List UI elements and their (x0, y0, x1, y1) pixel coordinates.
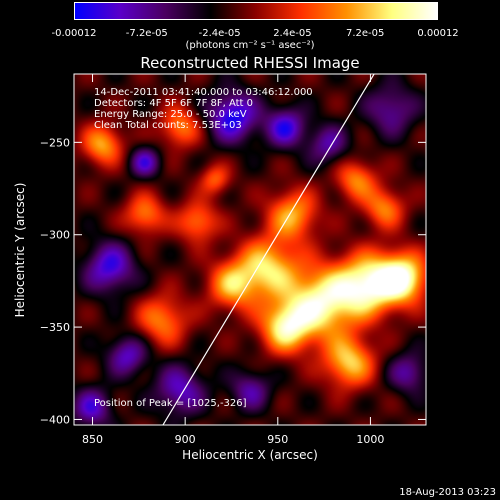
info-energy-range: Energy Range: 25.0 - 50.0 keV (94, 109, 247, 120)
y-axis-label: Heliocentric Y (arcsec) (13, 182, 27, 318)
x-tick-label: 950 (267, 433, 288, 446)
y-tick-label: −300 (40, 229, 70, 242)
peak-position-text: Position of Peak = [1025,-326] (94, 398, 247, 409)
colorbar-tick-label: 0.00012 (417, 28, 459, 39)
colorbar-units: (photons cm⁻² s⁻¹ asec⁻²) (185, 40, 315, 51)
y-tick-label: −400 (40, 413, 70, 426)
x-tick-label: 1000 (356, 433, 384, 446)
x-tick-label: 850 (82, 433, 103, 446)
colorbar-tick-label: 2.4e-05 (273, 28, 312, 39)
colorbar-tick-label: -2.4e-05 (198, 28, 241, 39)
info-detectors: Detectors: 4F 5F 6F 7F 8F, Att 0 (94, 98, 254, 109)
y-tick-label: −250 (40, 136, 70, 149)
plot-timestamp: 18-Aug-2013 03:23 (399, 487, 496, 498)
colorbar-tick-label: -7.2e-05 (125, 28, 168, 39)
colorbar (74, 2, 438, 20)
info-time-range: 14-Dec-2011 03:41:40.000 to 03:46:12.000 (94, 87, 313, 98)
info-total-counts: Clean Total counts: 7.53E+03 (94, 120, 242, 131)
y-tick-label: −350 (40, 321, 70, 334)
colorbar-tick-label: 7.2e-05 (345, 28, 385, 39)
x-tick-label: 900 (175, 433, 196, 446)
x-axis-label: Heliocentric X (arcsec) (182, 448, 318, 462)
colorbar-tick-label: -0.00012 (51, 28, 97, 39)
chart-title: Reconstructed RHESSI Image (140, 54, 360, 72)
